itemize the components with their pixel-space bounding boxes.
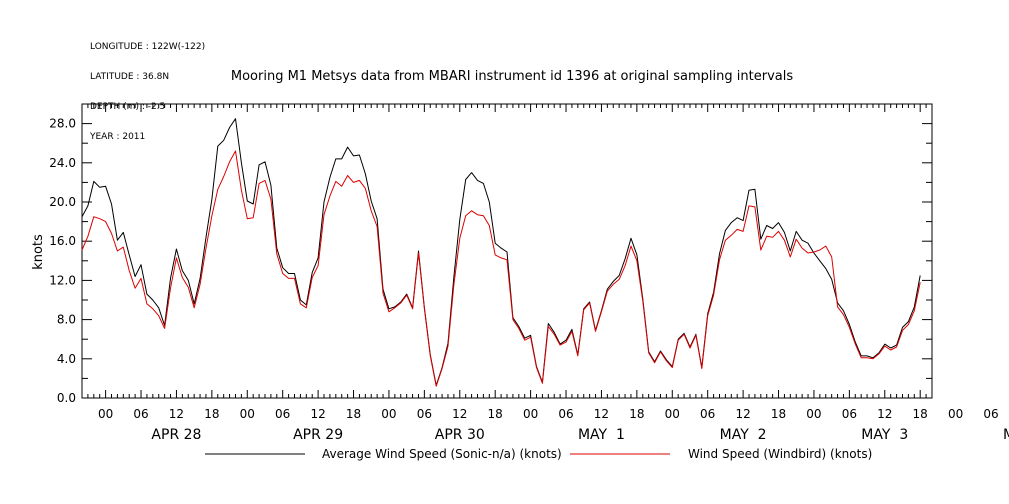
x-tick-label: 00	[381, 407, 396, 421]
x-day-label: MAY 1	[578, 427, 625, 443]
x-tick-label: 12	[169, 407, 184, 421]
x-day-labels: APR 28 APR 29 APR 30 MAY 1 MAY 2 MAY 3 MAY 4	[151, 427, 1009, 443]
legend-label-sonic: Average Wind Speed (Sonic-n/a) (knots)	[322, 447, 562, 461]
x-tick-label: 06	[558, 407, 573, 421]
x-tick-label: 18	[913, 407, 928, 421]
x-tick-label: 06	[133, 407, 148, 421]
x-tick-label: 18	[488, 407, 503, 421]
y-axis-label: knots	[31, 234, 46, 270]
legend-label-windbird: Wind Speed (Windbird) (knots)	[688, 447, 872, 461]
x-tick-label: 00	[98, 407, 113, 421]
x-tick-label: 12	[877, 407, 892, 421]
year-label: YEAR : 2011	[90, 132, 146, 142]
legend: Average Wind Speed (Sonic-n/a) (knots) W…	[205, 447, 872, 461]
x-tick-label: 18	[629, 407, 644, 421]
x-tick-label: 00	[948, 407, 963, 421]
x-day-label: APR 30	[435, 427, 485, 443]
x-tick-label: 06	[983, 407, 998, 421]
x-day-label: MAY 2	[720, 427, 767, 443]
x-tick-label: 12	[452, 407, 467, 421]
x-tick-label: 00	[806, 407, 821, 421]
series-line-sonic	[81, 118, 921, 386]
x-tick-label: 06	[417, 407, 432, 421]
longitude-label: LONGITUDE : 122W(-122)	[90, 42, 206, 52]
x-tick-label: 06	[700, 407, 715, 421]
plot-frame	[81, 103, 933, 399]
axis-ticks	[81, 103, 933, 399]
x-tick-label: 00	[523, 407, 538, 421]
latitude-label: LATITUDE : 36.8N	[90, 72, 170, 82]
x-tick-labels: 00 06 12 18 00 06 12 18 00 06 12 18 00 06 12 18 00 06 12 18…	[98, 407, 999, 421]
y-tick-label: 20.0	[49, 195, 76, 209]
y-tick-label: 12.0	[49, 273, 76, 287]
x-tick-label: 18	[771, 407, 786, 421]
y-tick-label: 4.0	[57, 352, 76, 366]
x-tick-label: 12	[310, 407, 325, 421]
x-tick-label: 06	[275, 407, 290, 421]
x-tick-label: 00	[240, 407, 255, 421]
series-line-windbird	[81, 150, 921, 387]
y-tick-label: 28.0	[49, 117, 76, 131]
chart-title: Mooring M1 Metsys data from MBARI instru…	[231, 69, 793, 84]
y-tick-label: 16.0	[49, 234, 76, 248]
x-tick-label: 06	[842, 407, 857, 421]
y-tick-labels: 0.0 4.0 8.0 12.0 16.0 20.0 24.0 28.0	[49, 117, 76, 405]
y-tick-label: 0.0	[57, 391, 76, 405]
x-day-label: MAY 4	[1003, 427, 1009, 443]
x-tick-label: 18	[204, 407, 219, 421]
x-tick-label: 00	[665, 407, 680, 421]
x-day-label: APR 28	[151, 427, 201, 443]
x-day-label: APR 29	[293, 427, 343, 443]
y-tick-label: 24.0	[49, 156, 76, 170]
x-tick-label: 18	[346, 407, 361, 421]
x-day-label: MAY 3	[861, 427, 908, 443]
series-lines	[81, 118, 921, 387]
y-tick-label: 8.0	[57, 313, 76, 327]
x-tick-label: 12	[594, 407, 609, 421]
x-tick-label: 12	[735, 407, 750, 421]
